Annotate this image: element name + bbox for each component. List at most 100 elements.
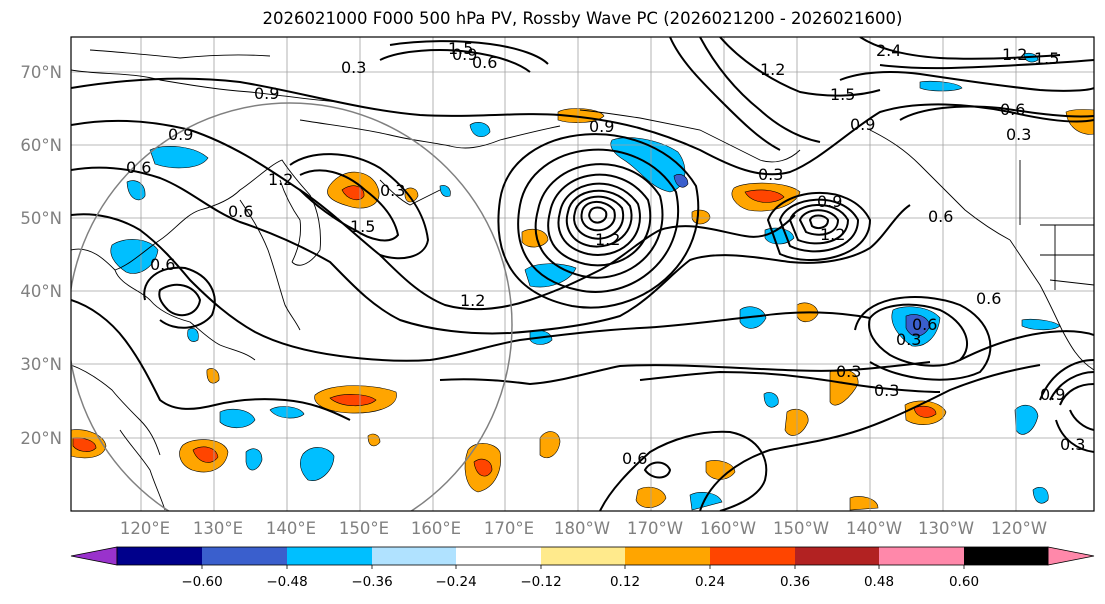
positive-anomaly <box>539 431 561 459</box>
positive-anomaly <box>849 496 879 511</box>
contour-label: 0.6 <box>1000 100 1025 119</box>
longitude-labels: 120°E 130°E 140°E 150°E 160°E 170°E 180°… <box>120 519 1047 538</box>
contour-label: 1.2 <box>820 225 845 244</box>
colorbar-tick-label: 0.36 <box>780 574 810 590</box>
colorbar-segment <box>625 547 710 565</box>
contour-label: 1.2 <box>760 60 785 79</box>
positive-anomaly <box>367 433 381 447</box>
colorbar-extend-low <box>70 546 118 566</box>
colorbar-tick-label: −0.48 <box>266 574 307 590</box>
negative-anomaly <box>919 80 963 92</box>
colorbar-tick-label: 0.48 <box>864 574 894 590</box>
colorbar-tick-label: 0.24 <box>695 574 725 590</box>
map-frame <box>70 36 1095 512</box>
negative-anomaly <box>219 408 256 429</box>
contour-label: 0.3 <box>758 165 783 184</box>
plot-title: 2026021000 F000 500 hPa PV, Rossby Wave … <box>262 9 903 28</box>
contour-label: 0.3 <box>380 181 405 200</box>
lon-label: 150°W <box>773 519 829 538</box>
lon-label: 170°W <box>627 519 683 538</box>
lat-label: 40°N <box>20 282 62 301</box>
positive-anomaly <box>72 437 97 452</box>
lat-label: 70°N <box>20 63 62 82</box>
lat-label: 50°N <box>20 209 62 228</box>
contour-label: 0.3 <box>836 362 861 381</box>
contour-label: 0.3 <box>1006 125 1031 144</box>
contour-label: 0.6 <box>150 255 175 274</box>
negative-anomaly <box>673 174 689 188</box>
contour-label: 1.2 <box>460 291 485 310</box>
positive-anomaly <box>404 187 419 203</box>
contour-label: 0.6 <box>228 202 253 221</box>
negative-anomaly <box>245 448 263 471</box>
contour-label: 0.6 <box>622 449 647 468</box>
positive-anomaly <box>192 446 219 463</box>
colorbar-extend-high <box>1047 546 1095 566</box>
contour-label: 0.9 <box>589 117 614 136</box>
negative-anomaly <box>905 314 931 337</box>
colorbar: −0.60 −0.48 −0.36 −0.24 −0.12 0.12 0.24 … <box>70 546 1095 590</box>
colorbar-tick-label: 0.60 <box>949 574 979 590</box>
lon-label: 180°W <box>554 519 610 538</box>
positive-anomaly <box>206 368 220 384</box>
lon-label: 130°W <box>918 519 974 538</box>
negative-anomaly <box>110 239 159 274</box>
contour-label: 0.6 <box>912 315 937 334</box>
positive-anomaly <box>521 228 549 248</box>
colorbar-segment <box>372 547 456 565</box>
negative-anomaly <box>764 227 795 245</box>
lon-label: 170°E <box>484 519 534 538</box>
positive-anomaly <box>473 458 493 477</box>
negative-anomaly <box>763 392 779 408</box>
colorbar-segment <box>456 547 541 565</box>
colorbar-tick-label: −0.24 <box>435 574 476 590</box>
contour-label: 1.2 <box>1002 45 1027 64</box>
wave-packet-circle <box>71 102 513 511</box>
colorbar-tick-label: −0.60 <box>181 574 222 590</box>
contours <box>71 37 1094 511</box>
negative-anomaly <box>1021 318 1061 331</box>
contour-label: 0.9 <box>452 45 477 64</box>
colorbar-segment <box>117 547 202 565</box>
contour-label: 0.3 <box>874 381 899 400</box>
lon-label: 150°E <box>339 519 389 538</box>
lon-label: 120°W <box>991 519 1047 538</box>
contour-label: 2.4 <box>876 41 901 60</box>
lat-label: 30°N <box>20 355 62 374</box>
colorbar-segment <box>795 547 879 565</box>
lon-label: 160°W <box>700 519 756 538</box>
colorbar-tick-label: −0.36 <box>351 574 392 590</box>
negative-anomaly <box>1014 404 1039 435</box>
contour-label: 0.9 <box>850 115 875 134</box>
negative-anomaly <box>299 447 335 481</box>
colorbar-segment <box>964 547 1048 565</box>
contour-label: 1.2 <box>595 230 620 249</box>
contour-label: 1.5 <box>830 85 855 104</box>
contour-label: 1.5 <box>448 39 473 58</box>
contour-label: 0.9 <box>254 84 279 103</box>
contour-label: 0.9 <box>168 125 193 144</box>
colorbar-segment <box>287 547 372 565</box>
shading-layer <box>71 52 1094 511</box>
contour-label: 1.5 <box>1034 49 1059 68</box>
lat-label: 20°N <box>20 429 62 448</box>
contour-label: 0.3 <box>1060 435 1085 454</box>
contour-labels: 1.5 0.9 0.6 0.3 0.9 0.9 0.6 1.2 0.9 1.5 … <box>126 39 1085 468</box>
colorbar-segment <box>710 547 795 565</box>
contour-label: 0.9 <box>1040 385 1065 404</box>
lon-label: 160°E <box>411 519 461 538</box>
colorbar-tick-label: 0.12 <box>610 574 640 590</box>
positive-anomaly <box>691 209 711 225</box>
positive-anomaly <box>744 189 785 203</box>
contour-label: 0.6 <box>976 289 1001 308</box>
colorbar-segment <box>202 547 287 565</box>
colorbar-segment <box>541 547 625 565</box>
negative-anomaly <box>469 122 491 138</box>
contour-label: 0.3 <box>896 330 921 349</box>
negative-anomaly <box>689 492 723 511</box>
contour-label: 0.6 <box>472 53 497 72</box>
lon-label: 120°E <box>120 519 170 538</box>
colorbar-tick-label: −0.12 <box>520 574 561 590</box>
negative-anomaly <box>439 185 451 197</box>
